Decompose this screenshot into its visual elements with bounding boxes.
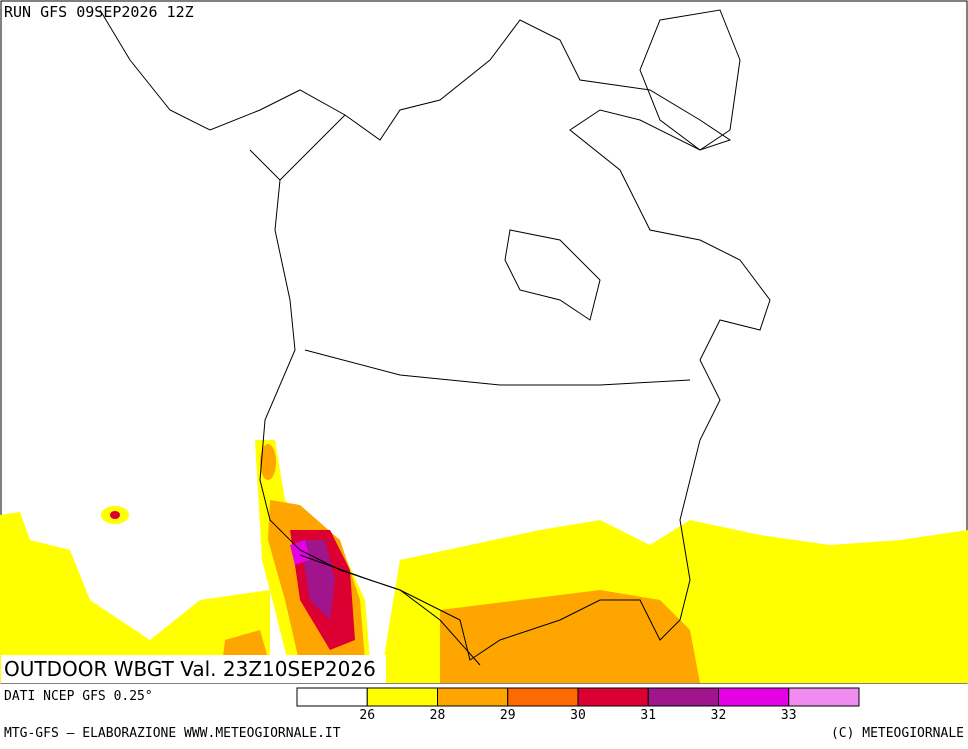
field-orange (440, 590, 700, 683)
legend-tick-label: 28 (430, 708, 446, 723)
legend-tick-label: 29 (500, 708, 516, 723)
field-orange (260, 444, 276, 480)
hudson-bay (504, 229, 601, 321)
border (299, 554, 481, 666)
legend-tick-label: 33 (781, 708, 797, 723)
footer-left: MTG-GFS — ELABORAZIONE WWW.METEOGIORNALE… (4, 726, 341, 741)
title-box (1, 655, 386, 683)
greenland (639, 9, 741, 151)
legend-tick-label: 31 (640, 708, 656, 723)
legend-tick-label: 30 (570, 708, 586, 723)
legend-swatch (507, 687, 579, 707)
legend-swatch (788, 687, 860, 707)
field-red (110, 511, 120, 519)
legend-swatch (577, 687, 649, 707)
map-title: OUTDOOR WBGT Val. 23Z10SEP2026 (4, 657, 376, 681)
legend-swatch (296, 687, 368, 707)
field-yellow (0, 512, 270, 683)
source-label: DATI NCEP GFS 0.25° (4, 689, 153, 704)
field-magenta (290, 540, 310, 565)
coastline (99, 9, 771, 661)
legend-swatch (647, 687, 719, 707)
legend-swatch (718, 687, 790, 707)
legend-swatch (437, 687, 509, 707)
footer-right: (C) METEOGIORNALE (831, 726, 964, 741)
border (304, 349, 691, 386)
run-label: RUN GFS 09SEP2026 12Z (4, 3, 194, 21)
map: RUN GFS 09SEP2026 12Z OUTDOOR WBGT Val. … (0, 0, 968, 684)
legend-swatch (366, 687, 438, 707)
legend: 26 28 29 30 31 32 33 (296, 687, 860, 723)
legend-tick-label: 26 (359, 708, 375, 723)
legend-tick-label: 32 (711, 708, 727, 723)
border (279, 114, 346, 181)
